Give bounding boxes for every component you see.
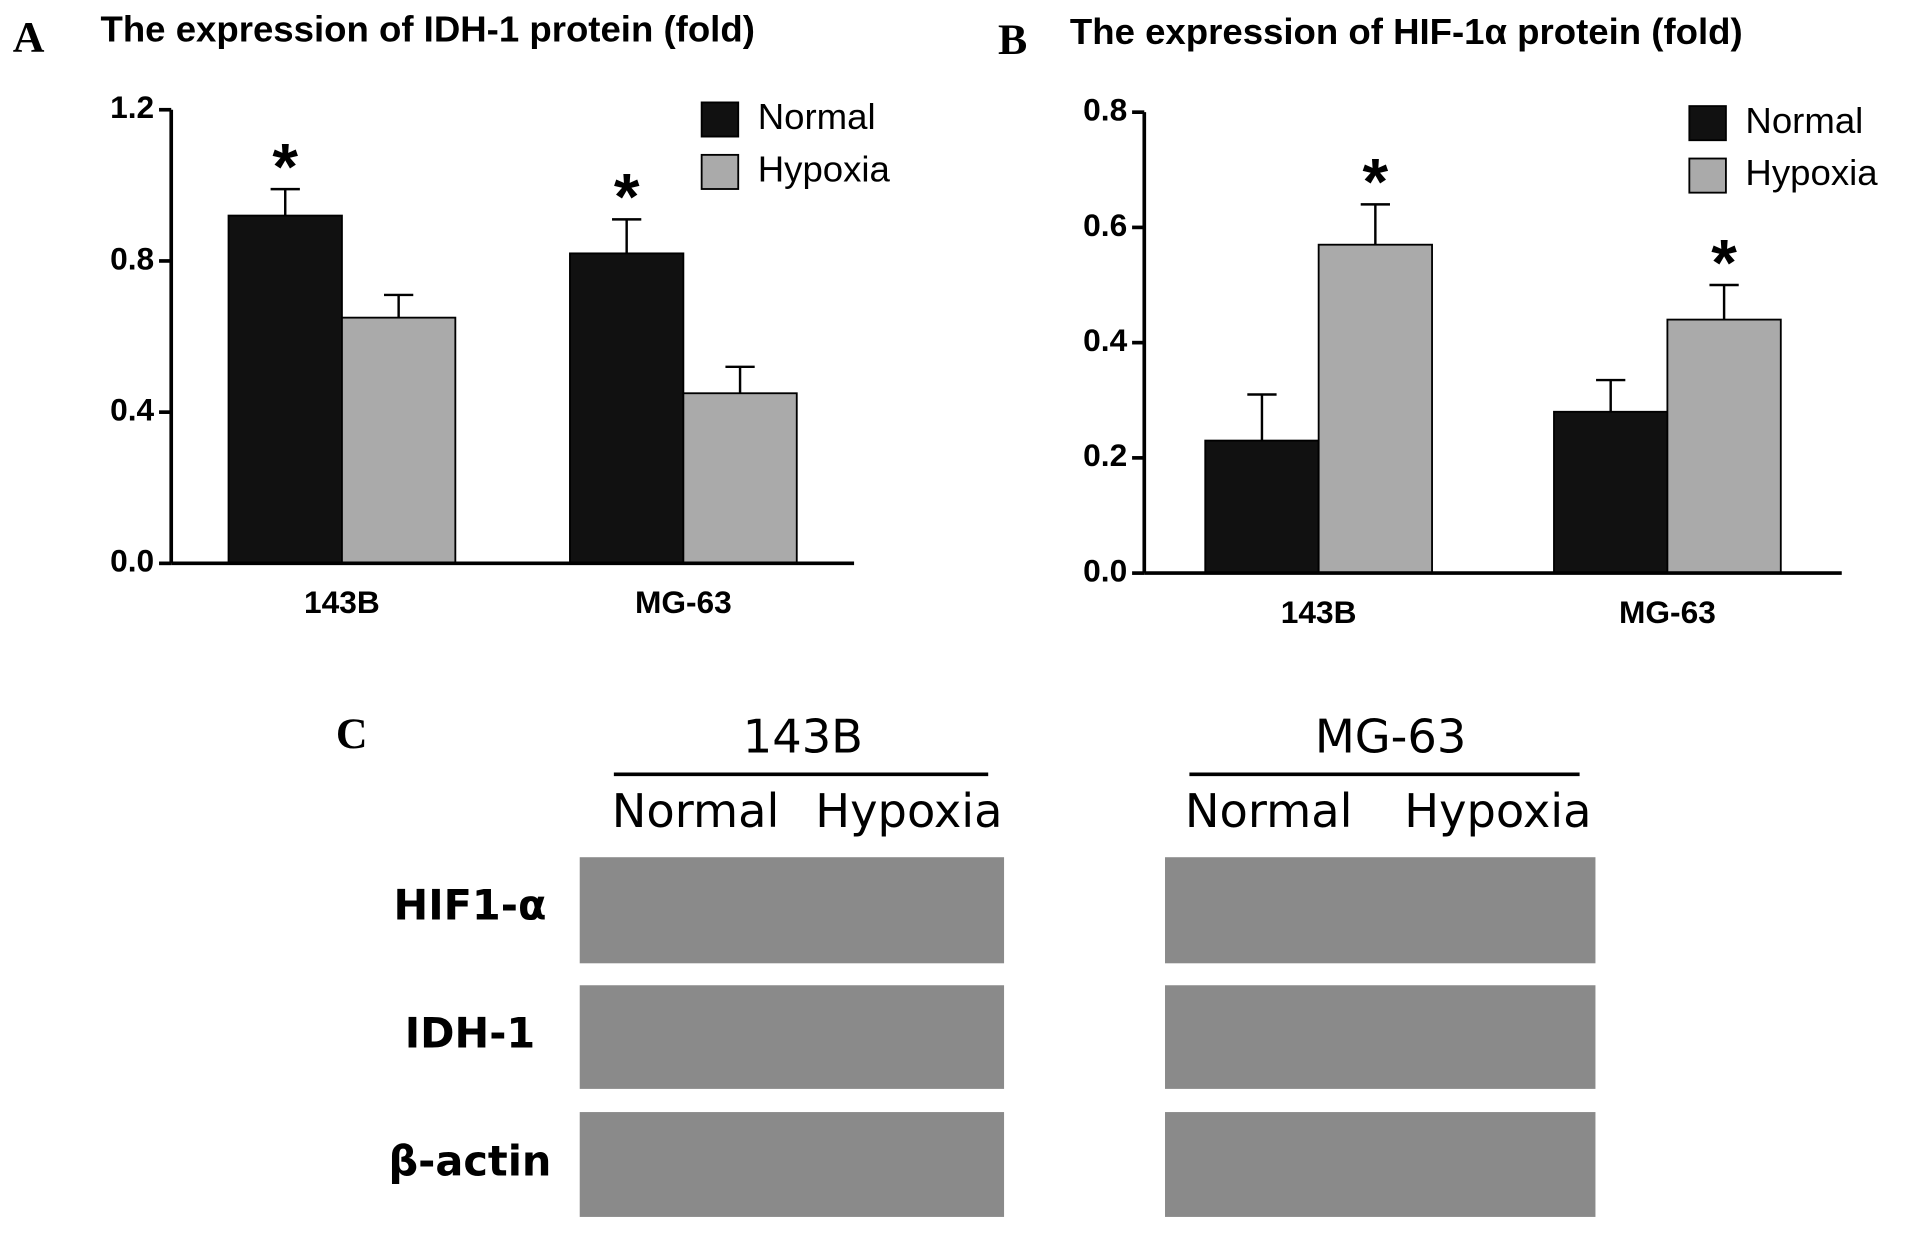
error-bar [384,293,414,318]
bar [569,252,685,565]
row-label: HIF1-α [394,881,547,929]
x-tick-label: MG-63 [635,584,732,620]
legend-label: Normal [758,96,876,137]
chart-title: The expression of IDH-1 protein (fold) [101,8,755,49]
bar [1553,410,1669,575]
lane-label: Normal [1185,784,1353,838]
group-label: 143B [743,710,863,764]
legend-label: Normal [1745,100,1863,141]
y-tick-label: 0.8 [1083,92,1127,128]
y-tick-label: 0.2 [1083,437,1127,473]
row-label: β-actin [389,1137,552,1185]
blot-strip [579,985,1005,1089]
x-tick-label: 143B [304,584,380,620]
bar [1317,243,1433,575]
error-bar [725,365,755,394]
lane-label: Normal [612,784,780,838]
lane-label: Hypoxia [1404,784,1591,838]
lane-label: Hypoxia [815,784,1002,838]
legend-label: Hypoxia [758,149,891,190]
y-tick-label: 0.4 [110,392,154,428]
blot-strip [579,857,1005,964]
y-tick-label: 0.6 [1083,207,1127,243]
error-bar [270,187,300,216]
panel-label: A [13,14,45,62]
legend-swatch [1688,105,1727,142]
bar [227,214,343,565]
row-label: IDH-1 [405,1009,536,1057]
legend-swatch [700,101,740,138]
group-label: MG-63 [1315,710,1467,764]
blot-strip [1165,857,1596,964]
error-bar [1247,393,1277,441]
bar [682,392,798,565]
significance-marker: * [272,129,298,203]
legend-swatch [700,153,740,190]
y-tick-label: 0.4 [1083,322,1127,358]
bar [1666,318,1782,575]
error-bar [1360,203,1390,245]
significance-marker: * [614,160,640,234]
significance-marker: * [1363,145,1389,219]
bar [1204,439,1320,575]
chart-title: The expression of HIF-1α protein (fold) [1070,11,1743,52]
panel-label: C [336,710,368,758]
blot-strip [1165,985,1596,1089]
panel-label: B [998,16,1027,64]
y-tick-label: 0.0 [110,543,154,579]
x-tick-label: 143B [1281,594,1357,630]
y-tick-label: 0.8 [110,240,154,276]
blot-strip [1165,1112,1596,1217]
significance-marker: * [1711,225,1737,299]
x-tick-label: MG-63 [1619,594,1716,630]
bar [341,316,457,565]
legend-label: Hypoxia [1745,152,1878,193]
error-bar [1709,283,1739,320]
error-bar [612,218,642,254]
legend-swatch [1688,157,1727,194]
error-bar [1596,378,1626,412]
y-tick-label: 0.0 [1083,552,1127,588]
blot-strip [579,1112,1005,1217]
y-tick-label: 1.2 [110,89,154,125]
